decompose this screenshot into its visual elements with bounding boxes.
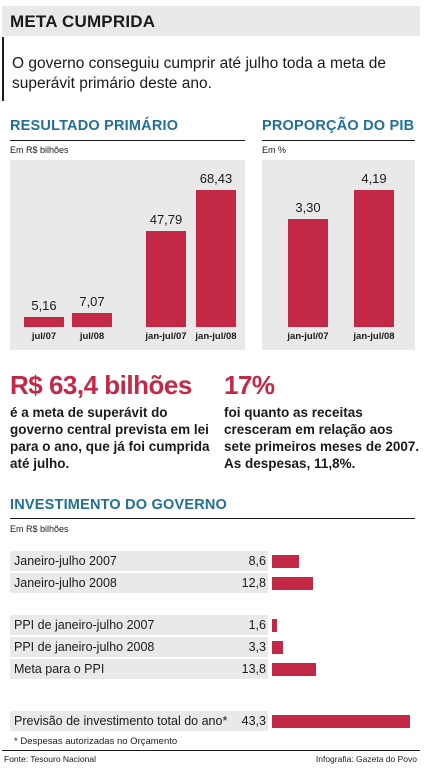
highlight-1-text: é a meta de superávit do governo central… — [10, 405, 210, 471]
chart-1-value-label-4: 68,43 — [199, 171, 233, 186]
footnote: * Despesas autorizadas no Orçamento — [14, 736, 178, 747]
highlight-2-text: foi quanto as receitas cresceram em rela… — [224, 405, 420, 471]
chart-1-plot: 5,16 jul/07 7,07 jul/08 47,79 jan-jul/07 68,43… — [10, 160, 245, 350]
investment-row-bg-2 — [10, 573, 268, 593]
intro-accent-line — [2, 37, 4, 101]
investment-bar-3 — [272, 619, 277, 632]
investment-bar-2 — [272, 577, 313, 590]
investment-row-bg-3 — [10, 615, 268, 635]
investment-row-bg-5 — [10, 659, 268, 679]
highlight-2-big: 17% — [224, 370, 275, 400]
investment-row-value-1: 8,6 — [248, 554, 266, 568]
investment-row-label-6: Previsão de investimento total do ano* — [14, 714, 228, 728]
source-text: Fonte: Tesouro Nacional — [4, 754, 96, 764]
investment-row-label-1: Janeiro-julho 2007 — [14, 554, 117, 568]
investment-bar-4 — [272, 641, 283, 654]
investment-row-value-5: 13,8 — [241, 662, 266, 676]
chart-2-bar-1 — [288, 219, 328, 327]
investment-row-bg-4 — [10, 637, 268, 657]
chart-1-rule — [10, 140, 245, 141]
chart-1-unit: Em R$ bilhões — [10, 145, 69, 155]
investment-row-value-6: 43,3 — [241, 714, 266, 728]
investment-row-value-4: 3,3 — [248, 640, 266, 654]
investment-row-bg-1 — [10, 551, 268, 571]
investment-row-value-3: 1,6 — [248, 618, 266, 632]
chart-1-bar-2 — [72, 313, 112, 327]
chart-3-plot: Janeiro-julho 2007 8,6 Janeiro-julho 2008 1… — [0, 540, 425, 731]
chart-1-value-label-2: 7,07 — [79, 294, 105, 309]
investment-bar-6 — [272, 715, 410, 728]
credit-text: Infografia: Gazeta do Povo — [315, 754, 417, 764]
investment-row-label-5: Meta para o PPI — [14, 662, 105, 676]
investment-row-bg-6 — [10, 711, 268, 731]
chart-1-category-label-3: jan-jul/07 — [145, 331, 187, 342]
chart-2-unit: Em % — [262, 145, 287, 155]
chart-2-category-label-2: jan-jul/08 — [353, 331, 395, 342]
highlight-1-big: R$ 63,4 bilhões — [10, 370, 192, 400]
chart-2-rule — [262, 140, 415, 141]
investment-row-label-4: PPI de janeiro-julho 2008 — [14, 640, 155, 654]
chart-1-bar-4 — [196, 190, 236, 327]
chart-2-value-label-2: 4,19 — [361, 171, 387, 186]
chart-1-category-label-2: jul/08 — [79, 331, 105, 342]
footer-rule — [2, 750, 420, 751]
chart-3-rule — [10, 518, 415, 519]
intro-text: O governo conseguiu cumprir até julho to… — [12, 55, 386, 92]
chart-1-value-label-1: 5,16 — [31, 298, 57, 313]
chart-2-category-label-1: jan-jul/07 — [287, 331, 329, 342]
chart-1-category-label-1: jul/07 — [31, 331, 57, 342]
chart-2-plot: 3,30 jan-jul/07 4,19 jan-jul/08 — [262, 160, 415, 350]
chart-3-title: INVESTIMENTO DO GOVERNO — [10, 497, 228, 513]
investment-row-value-2: 12,8 — [241, 576, 266, 590]
chart-1-category-label-4: jan-jul/08 — [195, 331, 237, 342]
chart-1-bar-3 — [146, 231, 186, 327]
chart-1-title: RESULTADO PRIMÁRIO — [10, 118, 179, 134]
chart-2-bar-2 — [354, 190, 394, 327]
chart-2-value-label-1: 3,30 — [295, 200, 321, 215]
chart-3-unit: Em R$ bilhões — [10, 524, 69, 534]
investment-row-label-3: PPI de janeiro-julho 2007 — [14, 618, 155, 632]
chart-1-bar-1 — [24, 317, 64, 327]
investment-bar-5 — [272, 663, 316, 676]
page-title: META CUMPRIDA — [10, 12, 156, 31]
investment-row-label-2: Janeiro-julho 2008 — [14, 576, 117, 590]
title-band — [2, 6, 420, 36]
investment-bar-1 — [272, 555, 299, 568]
chart-1-value-label-3: 47,79 — [149, 212, 183, 227]
chart-2-title: PROPORÇÃO DO PIB — [262, 118, 415, 134]
